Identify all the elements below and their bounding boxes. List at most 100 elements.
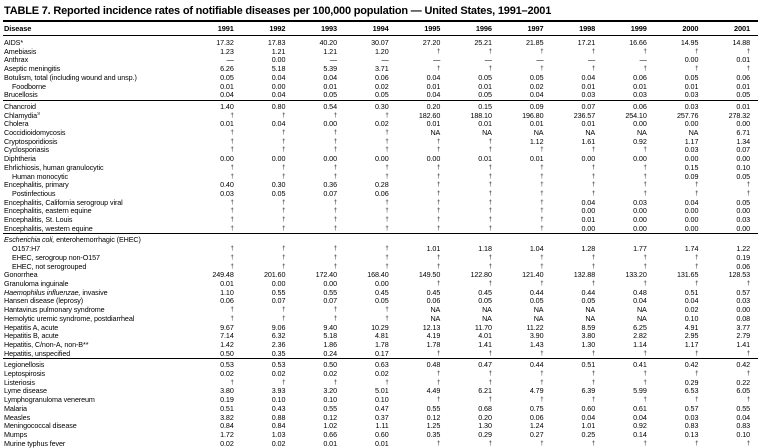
- rate-cell-1994: 1.20: [345, 48, 397, 57]
- disease-label: Granuloma inguinale: [3, 280, 190, 289]
- rate-cell-1992: †: [242, 164, 294, 173]
- rate-cell-1997: 121.40: [500, 271, 552, 280]
- rate-cell-1992: 0.07: [242, 297, 294, 306]
- rate-cell-1992: 17.83: [242, 36, 294, 48]
- rate-cell-1996: 0.01: [448, 120, 500, 129]
- rate-cell-2001: †: [706, 181, 758, 190]
- rate-cell-1995: 0.01: [397, 83, 449, 92]
- rate-cell-1991: †: [190, 263, 242, 272]
- rate-cell-1992: †: [242, 138, 294, 147]
- rate-cell-1995: 0.00: [397, 155, 449, 164]
- rate-cell-1993: 0.54: [293, 100, 345, 111]
- rate-cell-1995: †: [397, 396, 449, 405]
- rate-cell-1999: †: [603, 65, 655, 74]
- rate-cell-1991: †: [190, 164, 242, 173]
- rate-cell-2000: 0.09: [655, 173, 707, 182]
- rate-cell-1991: †: [190, 379, 242, 388]
- rate-cell-1999: 0.06: [603, 100, 655, 111]
- rate-cell-1994: 0.60: [345, 431, 397, 440]
- rate-cell-1998: †: [551, 370, 603, 379]
- disease-label: Murine typhus fever: [3, 440, 190, 448]
- rate-cell-2001: 0.01: [706, 83, 758, 92]
- rate-cell-1995: †: [397, 263, 449, 272]
- rate-cell-1992: 0.00: [242, 155, 294, 164]
- rate-cell-1999: 0.01: [603, 83, 655, 92]
- rate-cell-1995: †: [397, 216, 449, 225]
- disease-label: Brucellosis: [3, 91, 190, 100]
- rate-cell-1991: †: [190, 146, 242, 155]
- rate-cell-1996: 25.21: [448, 36, 500, 48]
- rate-cell-1999: 0.03: [603, 91, 655, 100]
- rate-cell-2001: 128.53: [706, 271, 758, 280]
- rate-cell-1993: 3.20: [293, 387, 345, 396]
- rate-cell-1994: †: [345, 199, 397, 208]
- disease-label: Chancroid: [3, 100, 190, 111]
- rate-cell-2001: 1.34: [706, 138, 758, 147]
- rate-cell-2001: †: [706, 350, 758, 359]
- disease-label: Cholera: [3, 120, 190, 129]
- rate-cell-1991: 1.72: [190, 431, 242, 440]
- rate-cell-1997: †: [500, 370, 552, 379]
- rate-cell-1999: 0.61: [603, 405, 655, 414]
- rate-cell-1993: 1.86: [293, 341, 345, 350]
- rate-cell-1998: †: [551, 146, 603, 155]
- rate-cell-1994: 0.06: [345, 74, 397, 83]
- rate-cell-2000: †: [655, 254, 707, 263]
- rate-cell-1993: 0.24: [293, 350, 345, 359]
- rate-cell-1995: †: [397, 173, 449, 182]
- rate-cell-1997: [500, 234, 552, 245]
- rate-cell-2000: 0.83: [655, 422, 707, 431]
- rate-cell-1993: 0.00: [293, 120, 345, 129]
- rate-cell-1999: 1.14: [603, 341, 655, 350]
- rate-cell-1998: †: [551, 379, 603, 388]
- rate-cell-1998: †: [551, 65, 603, 74]
- rate-cell-1999: 0.00: [603, 155, 655, 164]
- rate-cell-1996: †: [448, 379, 500, 388]
- rate-cell-2000: 0.00: [655, 155, 707, 164]
- rate-cell-2001: 0.08: [706, 315, 758, 324]
- rate-cell-1996: †: [448, 280, 500, 289]
- rate-cell-1999: 0.14: [603, 431, 655, 440]
- rate-cell-2001: 0.00: [706, 225, 758, 234]
- rate-cell-1999: †: [603, 263, 655, 272]
- rate-cell-1999: 16.66: [603, 36, 655, 48]
- rate-cell-1997: †: [500, 440, 552, 448]
- rate-cell-1998: 0.04: [551, 414, 603, 423]
- rate-cell-1998: †: [551, 440, 603, 448]
- rate-cell-1995: 4.49: [397, 387, 449, 396]
- rate-cell-1998: 0.44: [551, 289, 603, 298]
- rate-cell-1999: 0.92: [603, 422, 655, 431]
- rate-cell-1992: 5.18: [242, 65, 294, 74]
- rate-cell-1994: 3.71: [345, 65, 397, 74]
- rate-cell-1996: †: [448, 190, 500, 199]
- rate-cell-1994: 0.02: [345, 83, 397, 92]
- table-row: Ehrlichiosis, human granulocytic††††††††…: [3, 164, 758, 173]
- rate-cell-2001: 0.42: [706, 359, 758, 370]
- rate-cell-1999: †: [603, 254, 655, 263]
- rate-cell-2001: 3.77: [706, 324, 758, 333]
- rate-cell-1991: [190, 234, 242, 245]
- rate-cell-2000: †: [655, 65, 707, 74]
- rate-cell-1993: —: [293, 56, 345, 65]
- rate-cell-1992: 0.84: [242, 422, 294, 431]
- rate-cell-1995: NA: [397, 306, 449, 315]
- rate-cell-1998: †: [551, 190, 603, 199]
- rate-cell-2000: 0.00: [655, 216, 707, 225]
- rate-cell-1996: †: [448, 216, 500, 225]
- rate-cell-2001: 0.55: [706, 405, 758, 414]
- rate-cell-1997: †: [500, 280, 552, 289]
- rate-cell-1999: 0.04: [603, 297, 655, 306]
- rate-cell-1995: 0.06: [397, 297, 449, 306]
- rate-cell-1996: †: [448, 440, 500, 448]
- rate-cell-1998: 0.25: [551, 431, 603, 440]
- rate-cell-1994: 0.05: [345, 91, 397, 100]
- rate-cell-1995: 1.01: [397, 245, 449, 254]
- rate-cell-1997: †: [500, 379, 552, 388]
- rate-cell-1993: 0.07: [293, 297, 345, 306]
- rate-cell-1991: 0.19: [190, 396, 242, 405]
- header-year-1994: 1994: [345, 22, 397, 36]
